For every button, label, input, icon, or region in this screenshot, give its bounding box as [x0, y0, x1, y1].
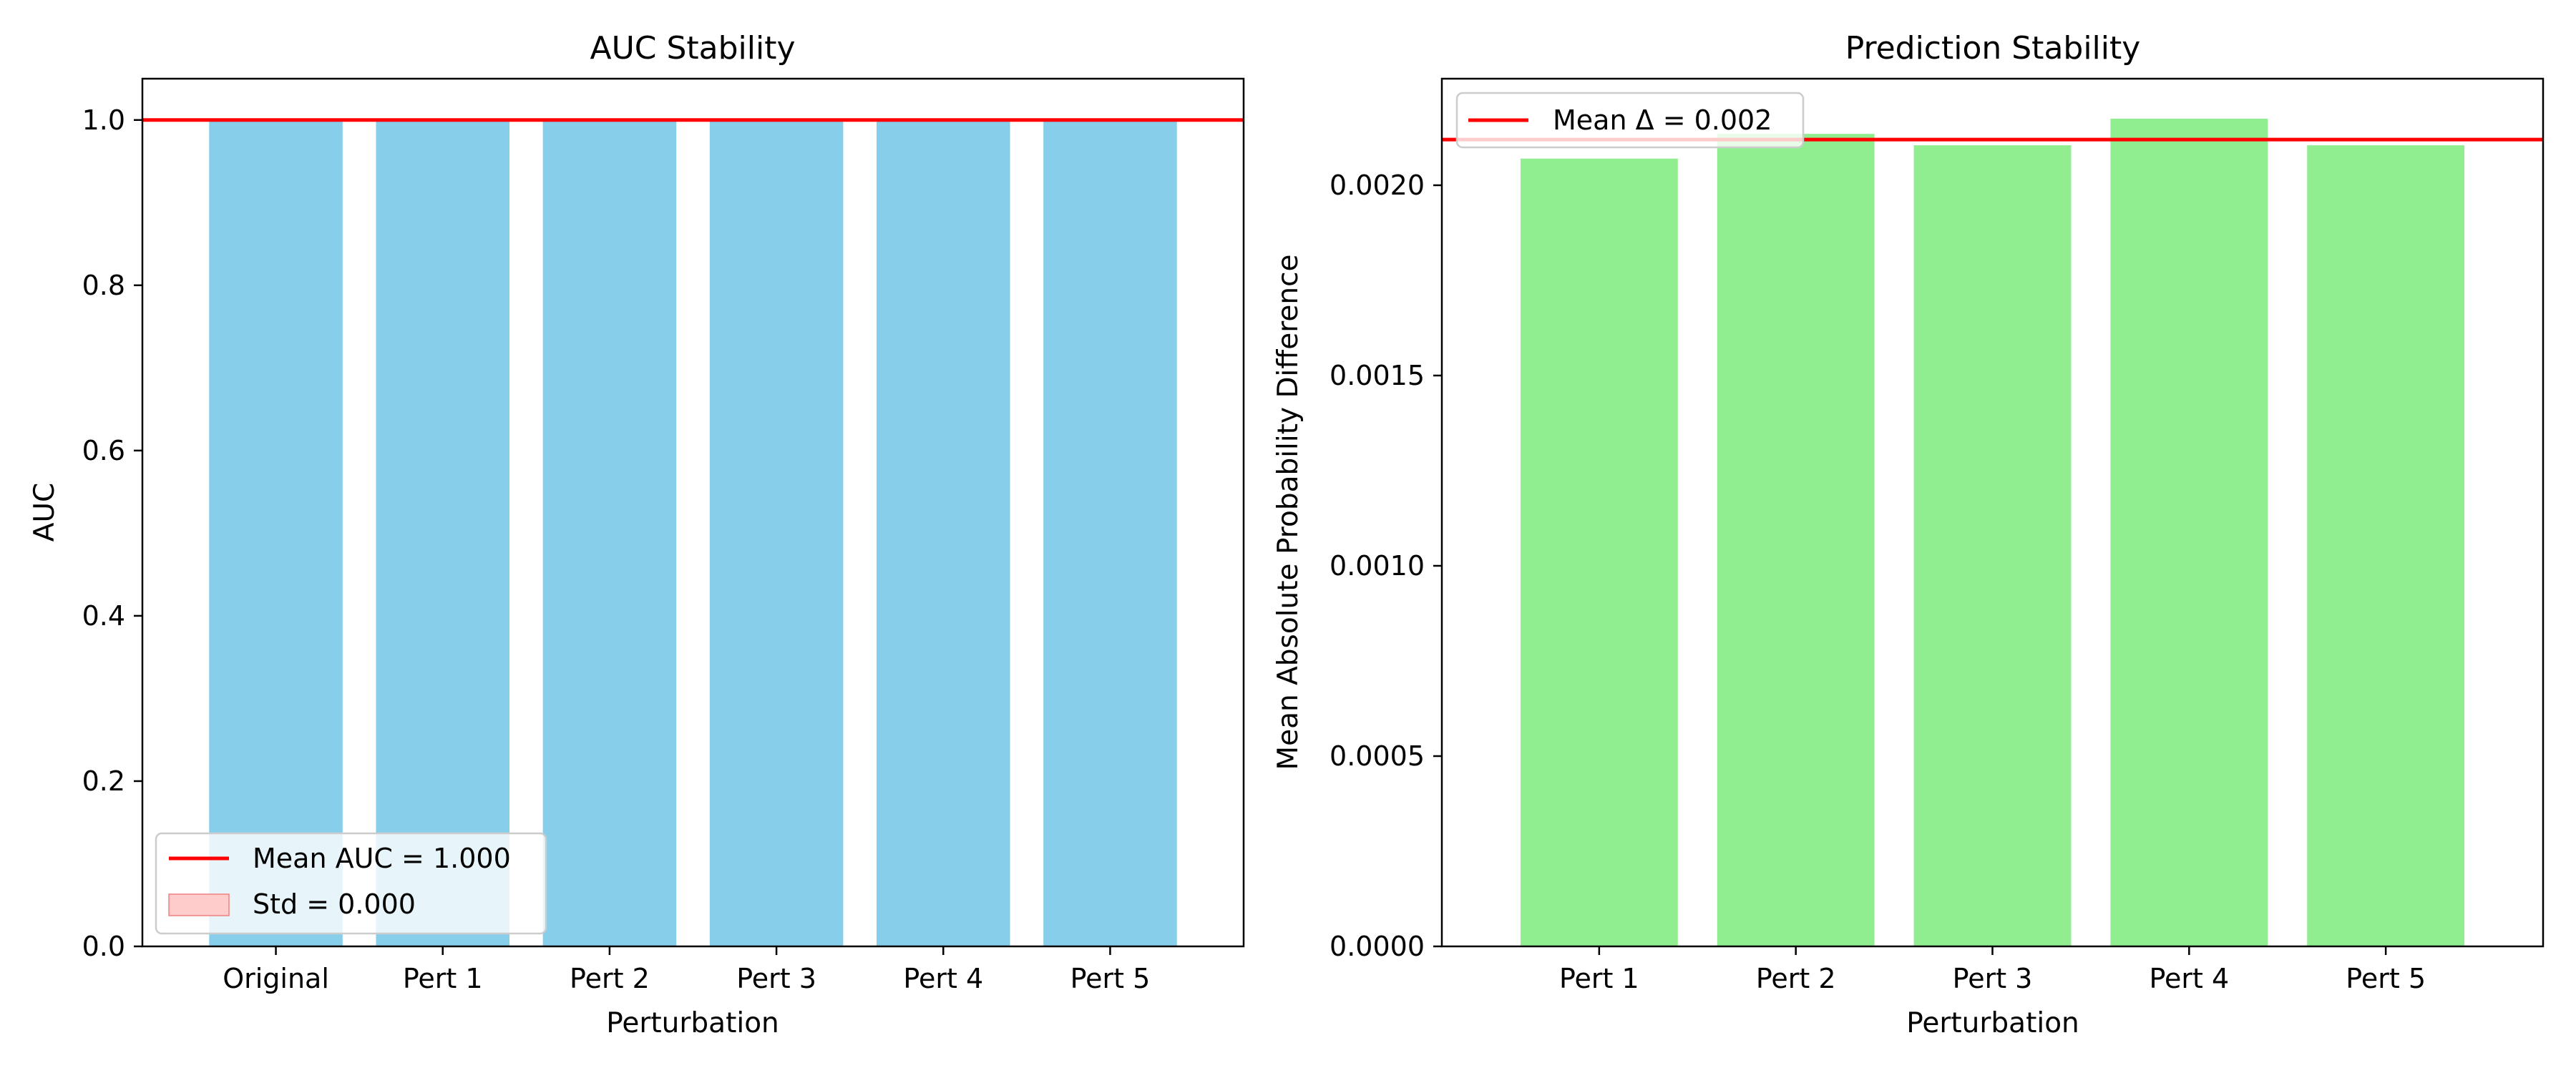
y-tick-label: 0.2 [82, 765, 125, 797]
x-axis-label: Perturbation [606, 1007, 779, 1039]
y-axis-ticks: 0.0000 0.0005 0.0010 0.0015 0.0020 [1330, 170, 1442, 962]
y-axis-ticks: 0.0 0.2 0.4 0.6 0.8 1.0 [82, 104, 142, 962]
y-tick-label: 0.0020 [1330, 170, 1425, 201]
y-tick-label: 0.0015 [1330, 360, 1425, 391]
legend: Mean Δ = 0.002 [1455, 92, 1805, 149]
legend-std-swatch [168, 893, 230, 916]
y-tick-label: 0.4 [82, 600, 125, 632]
chart-title: AUC Stability [590, 30, 795, 67]
bars [1520, 118, 2465, 947]
x-tick-label: Pert 1 [403, 963, 483, 994]
x-axis-ticks: Original Pert 1 Pert 2 Pert 3 Pert 4 Pert 5 [223, 946, 1150, 994]
prediction-stability-chart: Prediction Stability 0.00000.00050.00100… [1272, 30, 2545, 1039]
y-tick-label: 0.6 [82, 435, 125, 466]
x-tick-label: Original [223, 963, 329, 994]
bar [1520, 158, 1678, 947]
bar [209, 119, 343, 946]
y-tick-label: 0.8 [82, 270, 125, 301]
x-tick-label: Pert 2 [1756, 963, 1836, 994]
bar [542, 119, 677, 946]
legend-box [155, 832, 547, 935]
axes-frame [141, 77, 1245, 948]
x-axis-ticks: Pert 1 Pert 2 Pert 3 Pert 4 Pert 5 [1559, 946, 2426, 994]
bar [2307, 145, 2465, 947]
y-axis-label: Mean Absolute Probability Difference [1272, 254, 1304, 770]
legend-std-label: Std = 0.000 [253, 888, 416, 920]
bar [2110, 118, 2268, 947]
chart-title: Prediction Stability [1845, 30, 2141, 67]
legend-mean-label: Mean Δ = 0.002 [1553, 104, 1772, 136]
y-tick-label: 0.0 [82, 931, 125, 962]
bar [1717, 134, 1875, 946]
x-tick-label: Pert 3 [736, 963, 816, 994]
x-axis-label: Perturbation [1906, 1007, 2079, 1039]
x-tick-label: Pert 5 [1070, 963, 1151, 994]
y-tick-label: 1.0 [82, 104, 125, 136]
y-tick-label: 0.0005 [1330, 740, 1425, 772]
axes-frame [1440, 77, 2545, 948]
x-tick-label: Pert 5 [2346, 963, 2426, 994]
auc-stability-chart: AUC Stability 0.0 0.2 0.4 0.6 0.8 1.0 Origina… [29, 30, 1245, 1039]
bar [1913, 145, 2072, 947]
x-tick-label: Pert 1 [1559, 963, 1639, 994]
bars [209, 119, 1177, 946]
x-tick-label: Pert 2 [570, 963, 650, 994]
legend-mean-label: Mean AUC = 1.000 [253, 843, 511, 874]
bar [376, 119, 509, 946]
bar [709, 119, 844, 946]
bar [877, 119, 1010, 946]
y-tick-label: 0.0010 [1330, 550, 1425, 582]
y-axis-label: AUC [29, 483, 61, 542]
x-tick-label: Pert 4 [903, 963, 983, 994]
bar [1043, 119, 1177, 946]
x-tick-label: Pert 3 [1953, 963, 2033, 994]
legend-box [1455, 92, 1805, 149]
y-tick-label: 0.0000 [1330, 931, 1425, 962]
legend: Mean AUC = 1.000 Std = 0.000 [155, 832, 547, 935]
x-tick-label: Pert 4 [2149, 963, 2229, 994]
